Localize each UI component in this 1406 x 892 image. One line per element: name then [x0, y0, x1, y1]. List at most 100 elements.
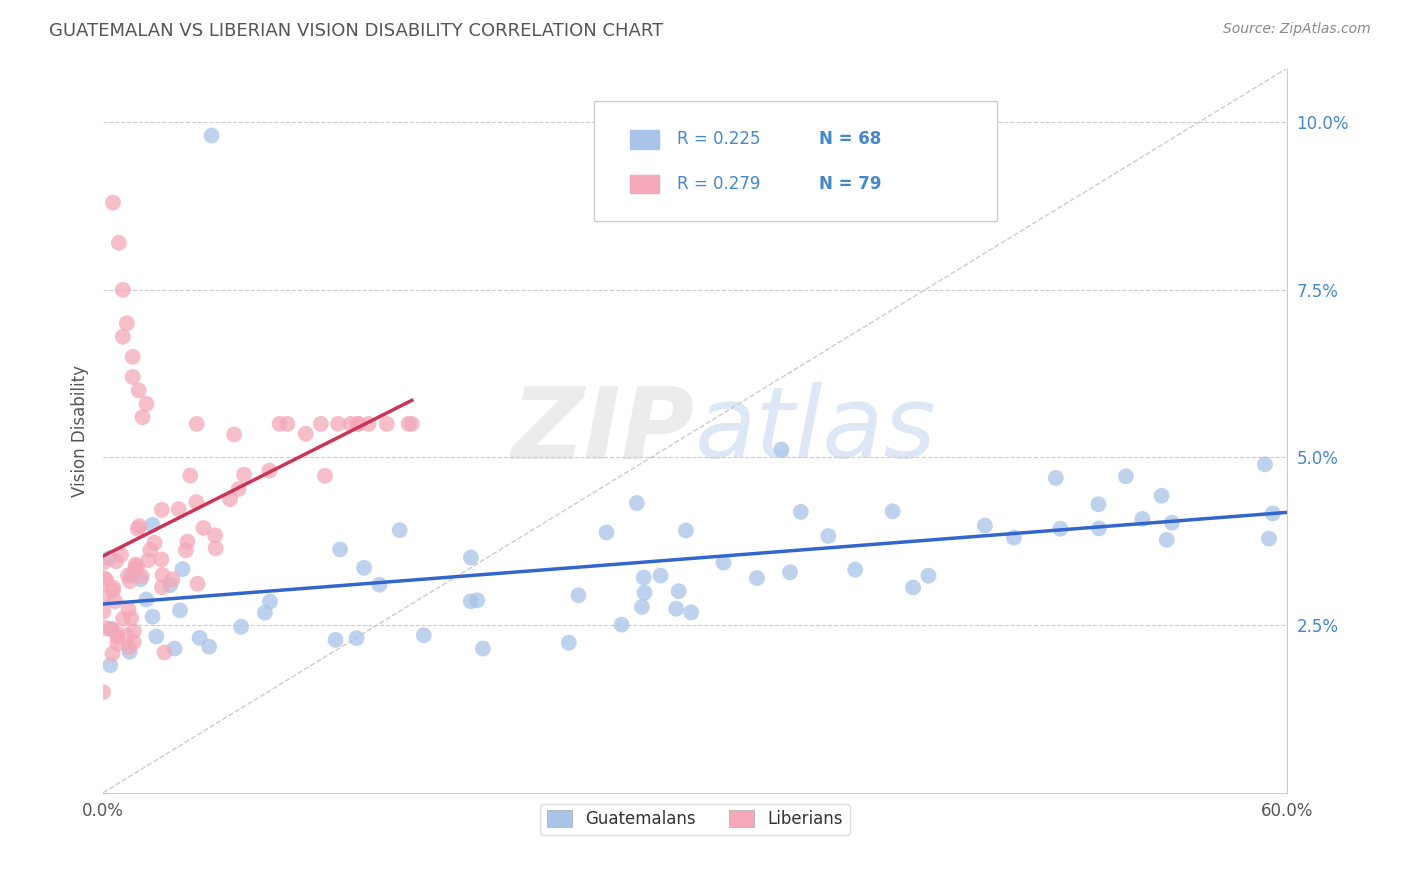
Point: [188, 631, 211, 645]
Point: [93, 605, 115, 619]
Point: [117, 568, 139, 582]
Point: [91, 685, 114, 699]
Point: [231, 620, 253, 634]
Point: [346, 631, 368, 645]
Text: R = 0.279: R = 0.279: [678, 176, 761, 194]
Point: [112, 612, 135, 626]
Point: [122, 635, 145, 649]
Point: [1130, 512, 1153, 526]
Point: [115, 628, 138, 642]
Point: [595, 525, 617, 540]
Point: [150, 552, 173, 566]
Point: [117, 602, 139, 616]
Point: [259, 464, 281, 478]
Point: [357, 417, 380, 431]
Text: N = 79: N = 79: [820, 176, 882, 194]
Point: [1087, 497, 1109, 511]
Point: [398, 417, 420, 431]
Point: [558, 636, 581, 650]
Y-axis label: Vision Disability: Vision Disability: [72, 365, 89, 497]
Point: [329, 542, 352, 557]
Point: [713, 556, 735, 570]
Point: [681, 605, 703, 619]
Point: [1258, 532, 1281, 546]
Point: [779, 566, 801, 580]
Point: [174, 543, 197, 558]
Point: [93, 589, 115, 603]
Point: [973, 518, 995, 533]
Point: [131, 569, 153, 583]
Point: [633, 570, 655, 584]
Point: [460, 594, 482, 608]
Point: [136, 553, 159, 567]
Point: [465, 593, 488, 607]
Point: [770, 442, 793, 457]
Point: [107, 630, 129, 644]
Text: ZIP: ZIP: [512, 382, 695, 479]
Point: [388, 523, 411, 537]
Point: [339, 417, 361, 431]
Point: [665, 601, 688, 615]
Point: [259, 594, 281, 608]
Point: [101, 583, 124, 598]
Point: [1002, 531, 1025, 545]
Point: [193, 521, 215, 535]
Point: [159, 578, 181, 592]
Bar: [630, 176, 659, 194]
Point: [1261, 507, 1284, 521]
Point: [650, 568, 672, 582]
Point: [101, 647, 124, 661]
Point: [131, 410, 153, 425]
Point: [124, 558, 146, 572]
Point: [121, 350, 143, 364]
Point: [100, 622, 122, 636]
Point: [844, 563, 866, 577]
Point: [128, 519, 150, 533]
Point: [128, 384, 150, 398]
Point: [368, 577, 391, 591]
Legend: Guatemalans, Liberians: Guatemalans, Liberians: [540, 804, 849, 835]
Point: [1254, 458, 1277, 472]
Point: [401, 417, 423, 431]
Point: [141, 609, 163, 624]
Point: [143, 535, 166, 549]
Point: [1088, 521, 1111, 535]
Point: [135, 592, 157, 607]
Point: [901, 581, 924, 595]
Text: atlas: atlas: [695, 382, 936, 479]
Point: [150, 503, 173, 517]
Point: [917, 568, 939, 582]
Point: [162, 572, 184, 586]
Point: [314, 468, 336, 483]
Point: [139, 542, 162, 557]
Bar: [630, 130, 659, 149]
FancyBboxPatch shape: [595, 101, 997, 220]
Point: [176, 534, 198, 549]
Point: [269, 417, 291, 431]
Point: [745, 571, 768, 585]
Point: [172, 562, 194, 576]
Point: [94, 621, 117, 635]
Point: [233, 467, 256, 482]
Point: [309, 417, 332, 431]
Point: [460, 550, 482, 565]
Point: [103, 581, 125, 595]
Point: [253, 606, 276, 620]
Point: [121, 568, 143, 582]
Text: R = 0.225: R = 0.225: [678, 130, 761, 148]
Point: [347, 417, 370, 431]
Point: [93, 556, 115, 570]
Point: [167, 502, 190, 516]
Point: [201, 128, 224, 143]
Point: [118, 645, 141, 659]
Point: [631, 599, 654, 614]
Point: [1161, 516, 1184, 530]
Point: [633, 586, 655, 600]
Point: [169, 603, 191, 617]
Point: [98, 658, 121, 673]
Point: [198, 640, 221, 654]
Point: [125, 559, 148, 574]
Point: [1115, 469, 1137, 483]
Point: [135, 397, 157, 411]
Point: [145, 630, 167, 644]
